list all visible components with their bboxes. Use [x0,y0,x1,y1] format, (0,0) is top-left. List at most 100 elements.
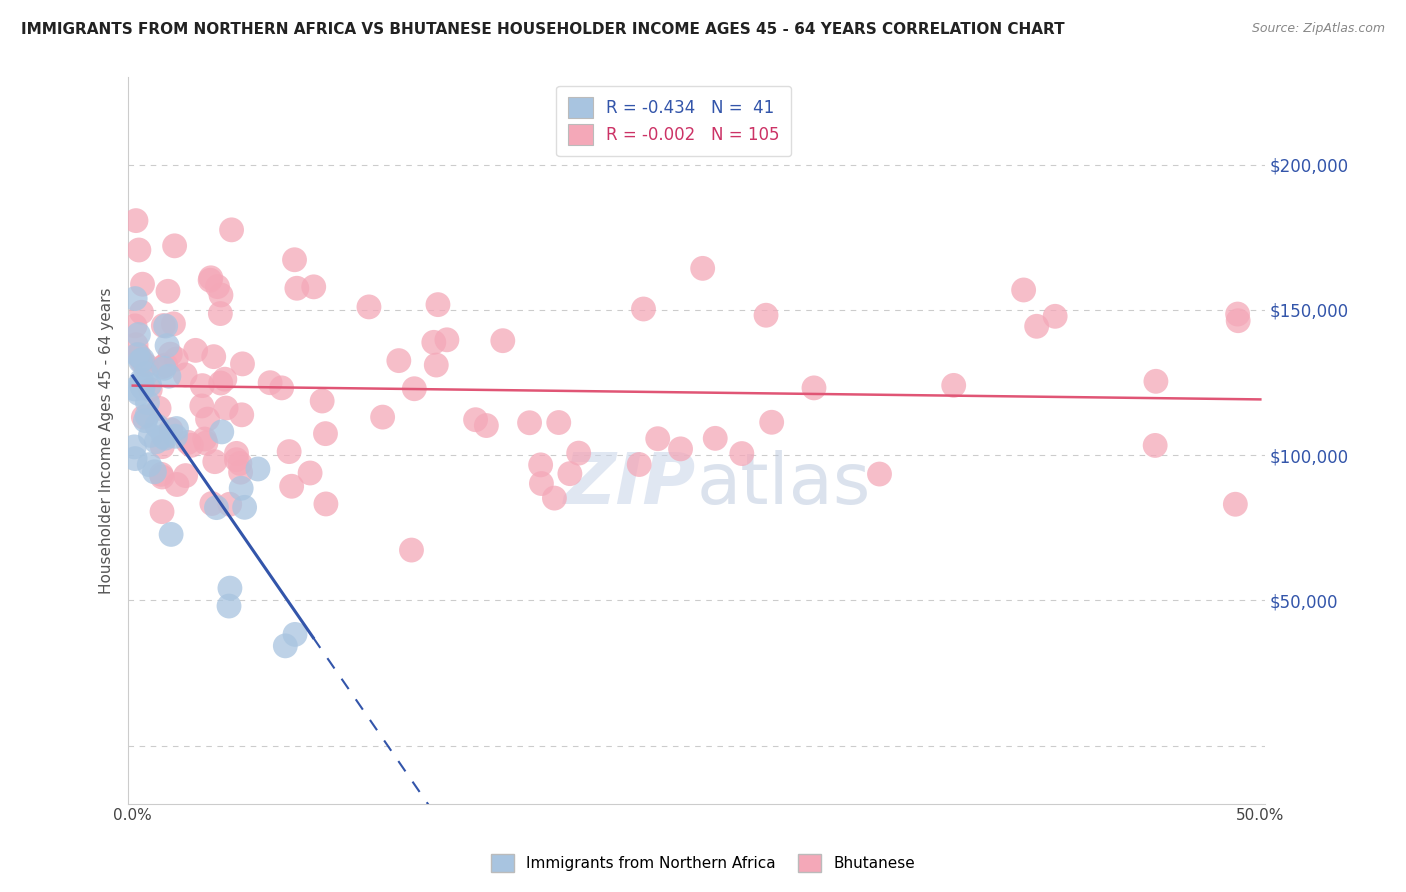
Point [278,444,301,458]
Point [404,382,426,396]
Point [177,435,200,450]
Point [128,243,150,257]
Point [214,372,236,386]
Point [225,452,247,467]
Point [371,410,394,425]
Point [229,457,252,471]
Point [155,318,177,333]
Point [209,376,232,390]
Point [124,318,146,333]
Point [155,358,177,372]
Point [124,451,146,466]
Point [1043,310,1066,324]
Point [150,505,173,519]
Point [942,378,965,392]
Point [160,423,183,437]
Point [647,432,669,446]
Point [152,359,174,374]
Point [221,223,243,237]
Point [124,382,146,396]
Point [200,270,222,285]
Point [692,261,714,276]
Point [194,436,217,450]
Point [464,413,486,427]
Point [231,408,253,422]
Point [132,381,155,395]
Point [246,462,269,476]
Point [426,298,449,312]
Point [285,281,308,295]
Point [131,373,153,387]
Point [233,500,256,515]
Point [174,368,197,382]
Point [231,481,253,495]
Point [191,399,214,413]
Text: IMMIGRANTS FROM NORTHERN AFRICA VS BHUTANESE HOUSEHOLDER INCOME AGES 45 - 64 YEA: IMMIGRANTS FROM NORTHERN AFRICA VS BHUTA… [21,22,1064,37]
Point [436,333,458,347]
Point [153,431,176,445]
Text: Source: ZipAtlas.com: Source: ZipAtlas.com [1251,22,1385,36]
Point [530,458,553,472]
Point [127,348,149,362]
Point [1227,314,1250,328]
Point [519,416,541,430]
Point [543,491,565,505]
Point [628,458,651,472]
Point [302,280,325,294]
Point [401,543,423,558]
Point [209,307,232,321]
Point [198,273,221,287]
Point [225,446,247,460]
Point [231,357,253,371]
Point [274,639,297,653]
Point [128,386,150,401]
Point [131,305,153,319]
Point [135,367,157,381]
Legend: R = -0.434   N =  41, R = -0.002   N = 105: R = -0.434 N = 41, R = -0.002 N = 105 [557,86,792,156]
Text: atlas: atlas [696,450,870,518]
Point [180,438,202,452]
Point [568,446,591,460]
Point [124,440,146,454]
Point [315,497,337,511]
Point [125,213,148,227]
Point [299,466,322,480]
Point [125,337,148,351]
Point [129,377,152,392]
Point [132,410,155,425]
Point [194,432,217,446]
Point [475,418,498,433]
Point [633,301,655,316]
Point [357,300,380,314]
Point [134,414,156,428]
Point [704,431,727,445]
Point [492,334,515,348]
Point [159,347,181,361]
Point [163,239,186,253]
Point [1144,438,1167,452]
Point [314,426,336,441]
Point [148,401,170,416]
Point [166,421,188,435]
Point [218,599,240,613]
Point [311,394,333,409]
Point [219,581,242,595]
Point [204,455,226,469]
Point [160,527,183,541]
Point [1012,283,1035,297]
Point [153,361,176,376]
Point [145,434,167,449]
Point [803,381,825,395]
Point [146,419,169,434]
Point [150,467,173,482]
Point [218,497,240,511]
Point [191,378,214,392]
Point [162,317,184,331]
Point [128,348,150,362]
Point [558,467,581,481]
Point [283,252,305,267]
Point [284,627,307,641]
Point [139,428,162,442]
Point [131,352,153,367]
Point [270,381,292,395]
